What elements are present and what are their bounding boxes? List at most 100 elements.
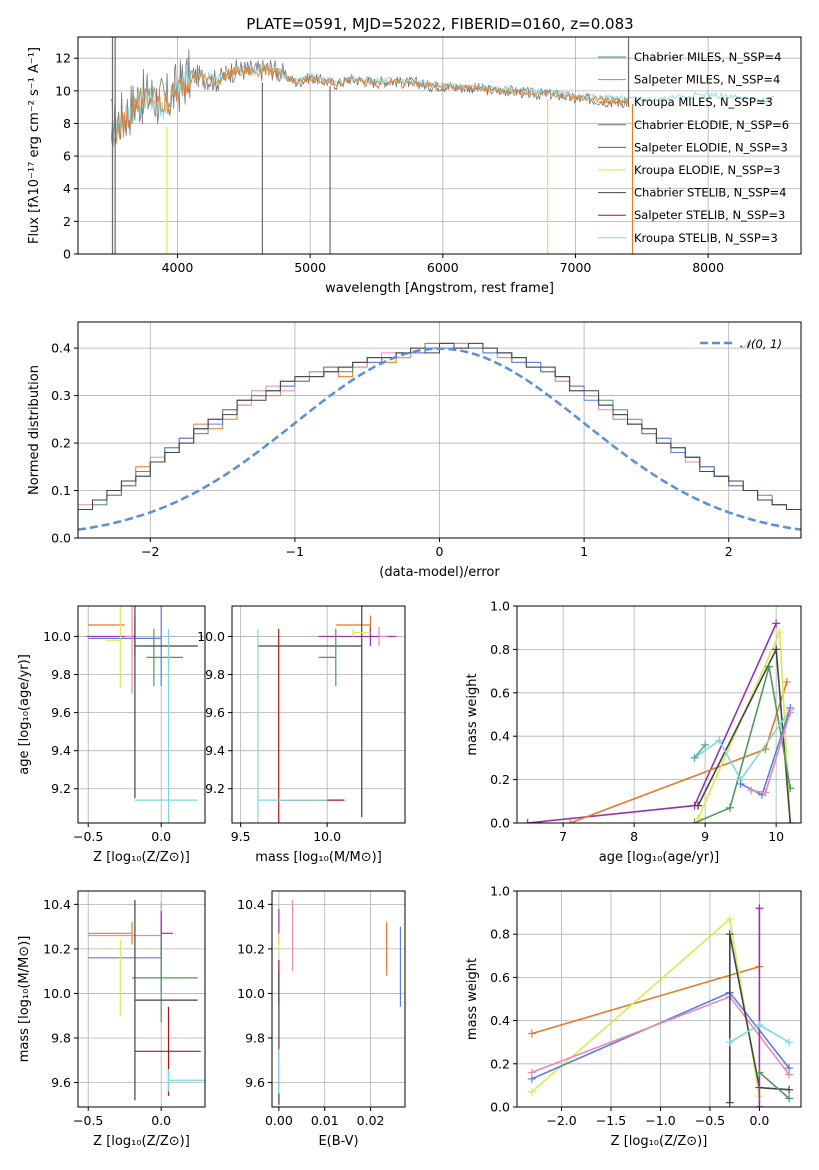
mass-weight-line bbox=[570, 681, 788, 823]
grid-mass-vs-Z bbox=[78, 891, 205, 1107]
plot-area-mass-vs-Z bbox=[88, 899, 205, 1101]
ticks-residuals: −2 −1 0 1 2 0.0 0.1 0.2 0.3 0.4 bbox=[51, 341, 733, 559]
plot-area-age-vs-mass bbox=[257, 606, 397, 823]
y-axis-label: Normed distribution bbox=[27, 365, 42, 495]
x-axis-label: wavelength [Angstrom, rest frame] bbox=[325, 281, 554, 296]
x-tick-label: 9.5 bbox=[231, 829, 251, 844]
x-axis-label: Z [log₁₀(Z/Z⊙)] bbox=[93, 850, 190, 865]
y-tick-label: 0.6 bbox=[490, 970, 510, 985]
mass-weight-line bbox=[694, 709, 791, 782]
errorbar-point bbox=[88, 924, 162, 992]
spectrum-line bbox=[110, 49, 628, 148]
point-marker bbox=[725, 1038, 734, 1047]
errorbar-point bbox=[146, 628, 184, 686]
x-axis-label: (data-model)/error bbox=[379, 565, 500, 580]
errorbar-point bbox=[134, 606, 198, 799]
ticks-mass-weight-vs-Z: −2.0 −1.5 −1.0 −0.5 0.0 0.0 0.2 0.4 0.6 0.8 1.0 bbox=[490, 884, 769, 1129]
grid-mass-weight-vs-age bbox=[517, 605, 801, 824]
mass-weight-line bbox=[693, 744, 706, 759]
y-tick-label: 10.0 bbox=[197, 629, 225, 644]
axes-frame bbox=[271, 890, 406, 1108]
point-marker bbox=[785, 1094, 794, 1103]
y-axis-label: age [log₁₀(age/yr)] bbox=[17, 654, 32, 775]
x-tick-label: −1.0 bbox=[645, 1113, 675, 1128]
panel-spectrum: Chabrier MILES, N_SSP=4 Salpeter MILES, N… bbox=[27, 36, 802, 296]
histogram-series bbox=[78, 342, 801, 515]
errorbar-point bbox=[132, 933, 198, 1023]
mass-weight-line bbox=[531, 917, 761, 1097]
axes-frame bbox=[77, 605, 206, 824]
errorbar-point bbox=[257, 628, 328, 823]
grid-residuals bbox=[78, 322, 801, 539]
point-marker bbox=[566, 819, 575, 823]
x-tick-label: −2 bbox=[141, 544, 159, 559]
x-tick-label: 0.0 bbox=[749, 1113, 769, 1128]
errorbar-point bbox=[257, 606, 363, 818]
y-axis-label: mass weight bbox=[465, 673, 480, 755]
errorbar-point bbox=[88, 606, 162, 686]
axes-frame bbox=[516, 890, 802, 1108]
x-tick-label: −0.5 bbox=[695, 1113, 725, 1128]
x-tick-label: 0.00 bbox=[265, 1113, 293, 1128]
point-marker bbox=[786, 708, 795, 717]
axes-frame bbox=[77, 36, 802, 255]
histogram-series bbox=[78, 342, 801, 515]
errorbar-point bbox=[134, 628, 198, 823]
point-marker bbox=[772, 645, 781, 654]
x-tick-label: 4000 bbox=[162, 260, 194, 275]
y-tick-label: 10.2 bbox=[43, 941, 71, 956]
axes-frame bbox=[231, 605, 406, 824]
y-tick-label: 0.2 bbox=[51, 436, 71, 451]
mass-weight-line bbox=[729, 934, 790, 1103]
ticks-spectrum: 4000 5000 6000 7000 8000 0 2 4 6 8 10 12 bbox=[55, 51, 724, 275]
y-tick-label: 0.8 bbox=[490, 927, 510, 942]
point-marker bbox=[701, 740, 710, 749]
axes-frame bbox=[516, 605, 802, 824]
y-tick-label: 0.0 bbox=[51, 531, 71, 546]
mass-weight-line bbox=[758, 1071, 790, 1100]
point-marker bbox=[785, 1038, 794, 1047]
legend-entry: Kroupa ELODIE, N_SSP=3 bbox=[634, 163, 780, 177]
y-tick-label: 0.6 bbox=[490, 685, 510, 700]
legend-spectrum: Chabrier MILES, N_SSP=4 Salpeter MILES, N… bbox=[598, 50, 789, 245]
panel-mass-vs-Z: −0.5 0.0 9.6 9.8 10.0 10.2 10.4 Z [log₁₀(Z/Z⊙)]… bbox=[17, 890, 206, 1149]
x-tick-label: −1 bbox=[286, 544, 304, 559]
grid-mass-vs-ebv bbox=[272, 891, 405, 1107]
point-marker bbox=[523, 819, 532, 823]
plot-area-mass-vs-ebv bbox=[278, 899, 402, 1105]
legend-entry: Kroupa STELIB, N_SSP=3 bbox=[634, 231, 778, 245]
y-tick-label: 0.2 bbox=[490, 1056, 510, 1071]
plot-area-age-vs-Z bbox=[86, 606, 198, 823]
point-marker bbox=[785, 1085, 794, 1094]
y-tick-label: 10.2 bbox=[237, 941, 265, 956]
point-marker bbox=[725, 915, 734, 924]
y-axis-label: mass [log₁₀(M/M⊙)] bbox=[17, 936, 32, 1063]
x-tick-label: 0.0 bbox=[151, 829, 171, 844]
y-axis-label: Flux [fλ10⁻¹⁷ erg cm⁻² s⁻¹ A⁻¹] bbox=[27, 47, 42, 244]
legend-entry: Chabrier ELODIE, N_SSP=6 bbox=[634, 118, 789, 132]
x-tick-label: 1 bbox=[580, 544, 588, 559]
y-tick-label: 0 bbox=[63, 247, 71, 262]
y-tick-label: 8 bbox=[63, 116, 71, 131]
y-tick-label: 0.2 bbox=[490, 772, 510, 787]
y-tick-label: 9.6 bbox=[205, 705, 225, 720]
y-tick-label: 9.4 bbox=[205, 743, 225, 758]
y-tick-label: 4 bbox=[63, 181, 71, 196]
point-marker bbox=[786, 819, 795, 823]
point-marker bbox=[527, 1087, 536, 1096]
point-marker bbox=[527, 1068, 536, 1077]
y-tick-label: 0.4 bbox=[490, 1013, 510, 1028]
point-marker bbox=[690, 819, 699, 823]
plot-area-residuals bbox=[78, 342, 801, 531]
point-marker bbox=[782, 677, 791, 686]
x-tick-label: 9 bbox=[701, 829, 709, 844]
point-marker bbox=[785, 1070, 794, 1079]
normal-curve bbox=[78, 347, 801, 531]
figure-title: PLATE=0591, MJD=52022, FIBERID=0160, z=0… bbox=[246, 15, 633, 33]
point-marker bbox=[725, 930, 734, 939]
x-tick-label: 6000 bbox=[427, 260, 459, 275]
histogram-series bbox=[78, 347, 801, 515]
y-tick-label: 9.2 bbox=[205, 781, 225, 796]
point-marker bbox=[765, 662, 774, 671]
point-marker bbox=[726, 803, 734, 812]
